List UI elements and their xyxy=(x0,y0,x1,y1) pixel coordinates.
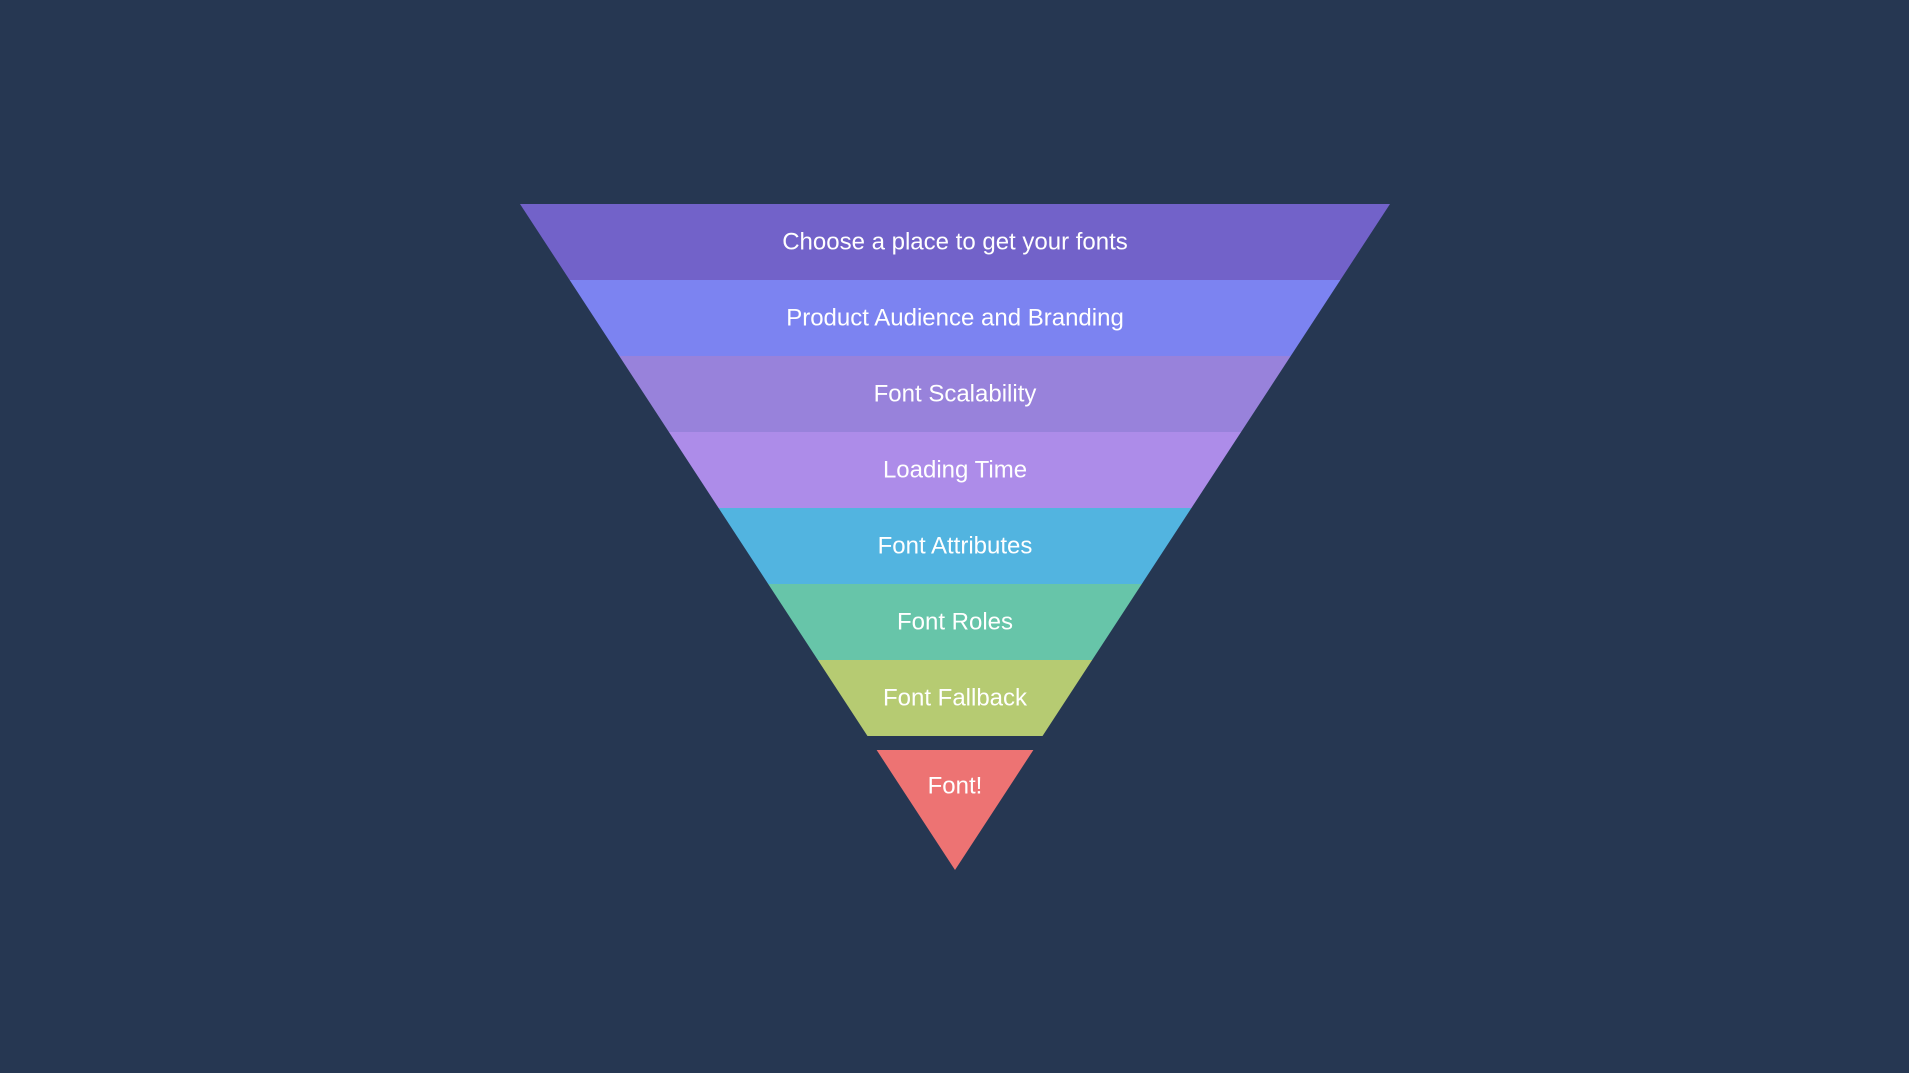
funnel-slice-4-label: Font Attributes xyxy=(877,532,1032,559)
font-funnel-diagram: Choose a place to get your fonts Product … xyxy=(520,204,1390,870)
funnel-tip xyxy=(876,750,1033,870)
funnel-slice-3-label: Loading Time xyxy=(882,456,1026,483)
funnel-tip-label: Font! xyxy=(927,772,982,799)
funnel-slice-1-label: Product Audience and Branding xyxy=(786,304,1124,331)
funnel-slice-0-label: Choose a place to get your fonts xyxy=(782,228,1128,255)
funnel-slice-6-label: Font Fallback xyxy=(882,684,1027,711)
funnel-slice-5-label: Font Roles xyxy=(896,608,1012,635)
funnel-slice-2-label: Font Scalability xyxy=(873,380,1036,407)
